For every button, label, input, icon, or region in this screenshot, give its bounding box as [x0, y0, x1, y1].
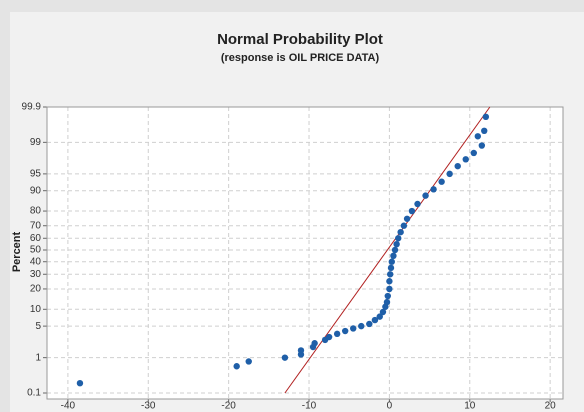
data-point [384, 292, 391, 300]
data-point [388, 258, 396, 265]
x-tick-label: 20 [545, 401, 557, 412]
x-tick-label: 10 [464, 401, 476, 412]
data-point [422, 192, 429, 199]
data-point [482, 113, 490, 121]
data-point [371, 316, 379, 324]
y-tick-label: 70 [30, 220, 42, 231]
x-tick-label: -10 [302, 401, 317, 412]
y-tick-label: 30 [30, 269, 42, 280]
data-point [391, 246, 399, 254]
data-point [393, 240, 400, 248]
data-point [245, 358, 252, 365]
chart-title: Normal Probability Plot [217, 31, 383, 48]
y-tick-label: 1 [35, 352, 41, 363]
data-point [397, 228, 404, 236]
y-tick-label: 50 [30, 245, 42, 256]
data-point [383, 298, 391, 306]
y-tick-label: 99 [30, 137, 42, 148]
chart-subtitle: (response is OIL PRICE DATA) [221, 52, 380, 64]
data-point [446, 170, 453, 178]
data-point [297, 347, 305, 354]
data-point [438, 178, 445, 185]
data-point [403, 215, 411, 222]
data-point [376, 313, 383, 320]
x-tick-label: -20 [221, 401, 236, 412]
data-point [358, 322, 365, 330]
data-point [233, 363, 240, 370]
data-point [386, 278, 393, 285]
data-point [430, 186, 437, 193]
y-tick-label: 0.1 [27, 388, 41, 399]
data-point [400, 222, 408, 229]
y-tick-label: 40 [30, 256, 42, 267]
y-axis-label: Percent [11, 231, 23, 272]
data-point [470, 149, 477, 157]
x-tick-label: -40 [61, 401, 76, 412]
data-point [454, 162, 461, 170]
data-point [395, 235, 402, 242]
data-point [390, 252, 397, 260]
data-point [408, 207, 416, 215]
data-point [341, 327, 349, 335]
data-point [414, 200, 421, 208]
y-tick-label: 90 [30, 185, 42, 196]
y-tick-label: 60 [30, 233, 42, 244]
y-tick-label: 5 [35, 321, 41, 332]
x-tick-label: -30 [141, 401, 156, 412]
data-point [478, 142, 486, 149]
data-point [333, 330, 341, 338]
data-point [386, 285, 393, 293]
data-point [387, 264, 395, 272]
y-tick-label: 99.9 [22, 102, 42, 113]
y-tick-label: 95 [30, 169, 42, 180]
x-tick-label: 0 [387, 401, 393, 412]
data-point [462, 156, 469, 163]
data-point [281, 354, 289, 361]
y-tick-label: 20 [30, 284, 42, 295]
data-point [325, 333, 333, 341]
plot-frame [46, 106, 564, 400]
data-point [379, 308, 387, 316]
data-point [76, 379, 84, 387]
data-point [481, 127, 488, 135]
y-tick-label: 10 [30, 304, 42, 315]
fit-line [284, 106, 491, 394]
plot-area [47, 107, 563, 399]
data-point [386, 271, 394, 278]
data-point [350, 325, 357, 332]
data-point [474, 133, 482, 140]
data-point [366, 320, 373, 328]
y-tick-label: 80 [30, 206, 42, 217]
data-point [311, 340, 318, 347]
